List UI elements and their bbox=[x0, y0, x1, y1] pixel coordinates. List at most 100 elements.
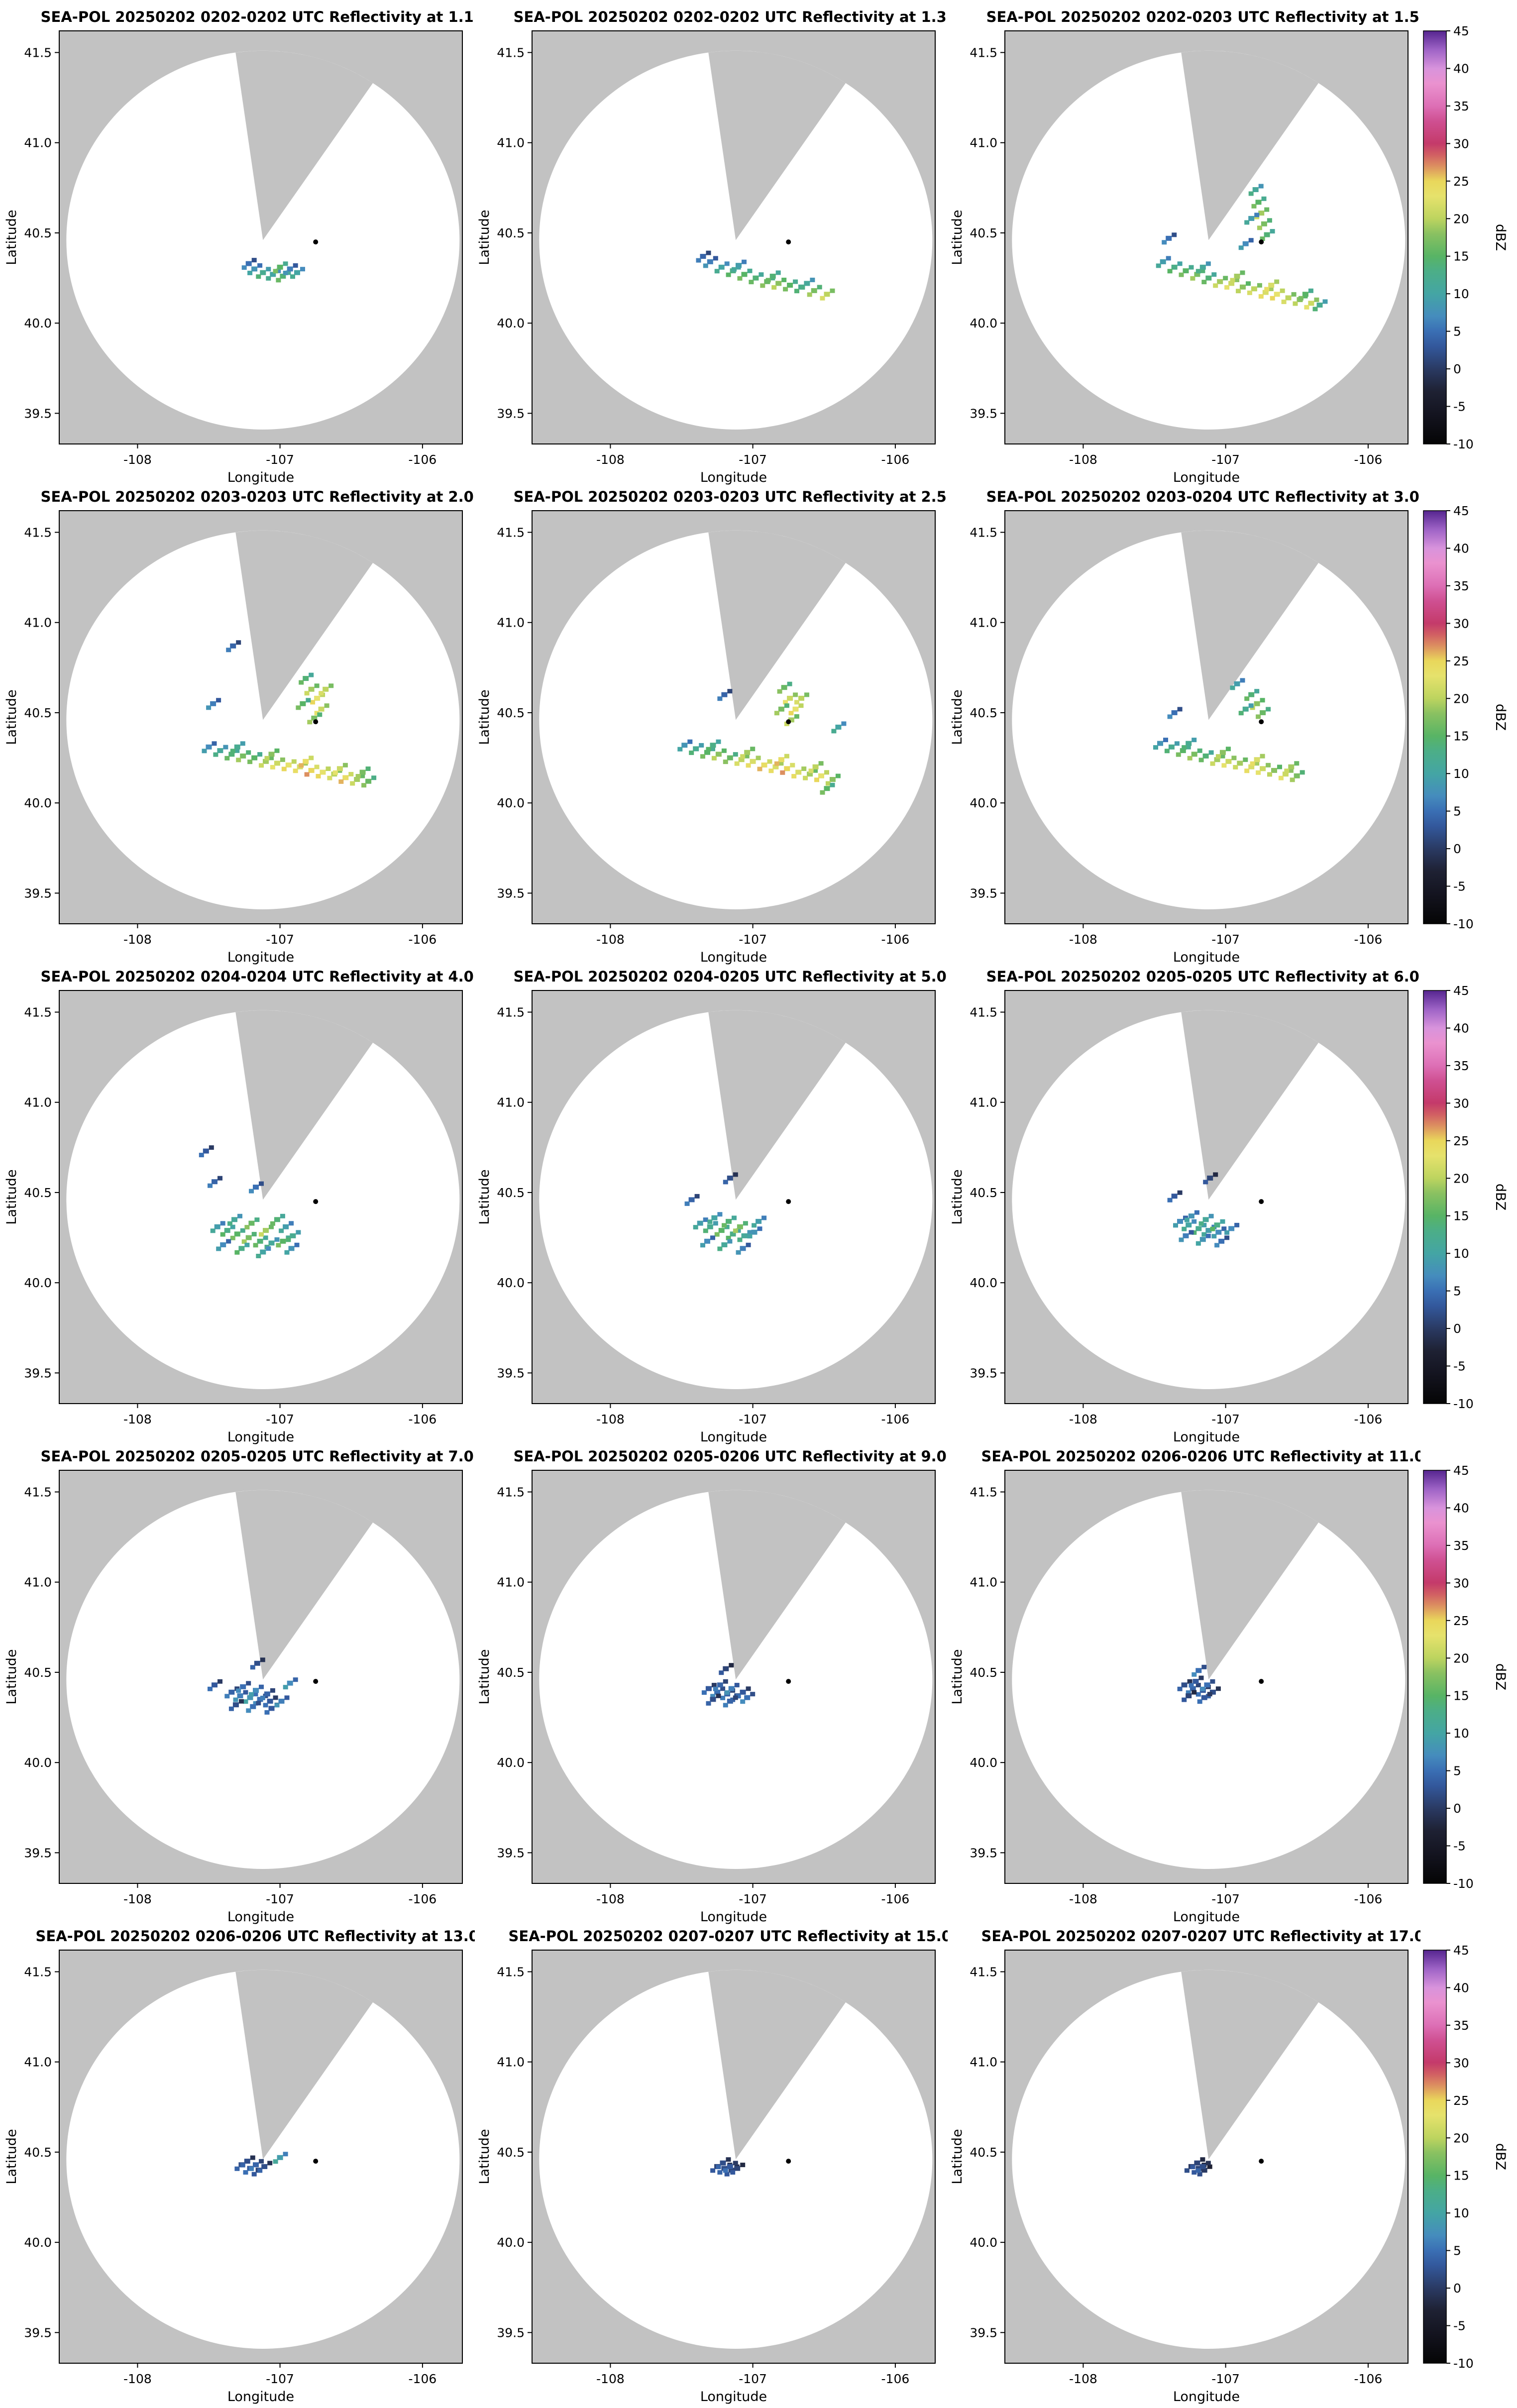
x-axis-label: Longitude bbox=[1173, 1429, 1240, 1444]
y-tick-label: 41.5 bbox=[497, 526, 525, 540]
y-tick-label: 41.0 bbox=[970, 136, 997, 150]
y-axis-label: Latitude bbox=[4, 2129, 19, 2184]
y-tick-label: 40.5 bbox=[24, 2145, 52, 2160]
y-tick-label: 41.0 bbox=[24, 1095, 52, 1110]
x-tick-label: -106 bbox=[881, 1892, 910, 1906]
colorbar-tick-label: -10 bbox=[1453, 1397, 1474, 1411]
y-tick-label: 39.5 bbox=[497, 2325, 525, 2340]
plot-frame bbox=[532, 1950, 936, 2364]
colorbar-tick-label: 0 bbox=[1453, 1321, 1461, 1336]
colorbar-tick-label: -10 bbox=[1453, 1876, 1474, 1891]
y-tick-label: 41.0 bbox=[24, 2055, 52, 2070]
x-tick-label: -106 bbox=[409, 1412, 437, 1426]
echo-layer bbox=[684, 1172, 767, 1255]
echo-layer bbox=[1156, 184, 1328, 312]
site-marker bbox=[1259, 1199, 1264, 1204]
echo-layer bbox=[710, 2157, 746, 2177]
plot-frame bbox=[532, 990, 936, 1404]
panel-row: -108 -107 -106 39.5 40.0 40.5 41.0 41.5 SEA-POL … bbox=[2, 7, 1517, 485]
y-tick-label: 39.5 bbox=[970, 2325, 997, 2340]
radar-panel: -108 -107 -106 39.5 40.0 40.5 41.0 41.5 SEA-POL … bbox=[950, 1928, 1420, 2404]
y-tick-label: 40.5 bbox=[497, 1186, 525, 1200]
plot-frame bbox=[532, 30, 936, 444]
site-marker bbox=[1259, 2159, 1264, 2164]
colorbar-gradient bbox=[1423, 990, 1447, 1404]
y-tick-label: 40.0 bbox=[24, 316, 52, 330]
echo-layer bbox=[677, 681, 847, 795]
radar-panel: -108 -107 -106 39.5 40.0 40.5 41.0 41.5 SEA-POL … bbox=[4, 8, 475, 485]
plot-frame bbox=[59, 510, 463, 924]
x-tick-label: -107 bbox=[739, 932, 767, 947]
colorbar-tick-label: 0 bbox=[1453, 362, 1461, 376]
echo-layer bbox=[1153, 678, 1305, 782]
plot-frame bbox=[59, 1470, 463, 1884]
site-marker bbox=[1259, 719, 1264, 725]
colorbar: -10 -5 0 5 10 15 20 25 30 35 40 45 dBZ bbox=[1423, 24, 1508, 451]
blocked-sector-wedge bbox=[708, 530, 846, 720]
colorbar-tick-label: -10 bbox=[1453, 917, 1474, 931]
plot-frame bbox=[1004, 510, 1409, 924]
blocked-sector-wedge bbox=[1181, 530, 1319, 720]
colorbar-gradient bbox=[1423, 30, 1447, 444]
x-tick-label: -108 bbox=[123, 1892, 152, 1906]
colorbar-gradient bbox=[1423, 510, 1447, 924]
y-tick-label: 41.0 bbox=[970, 616, 997, 630]
x-tick-label: -106 bbox=[409, 2372, 437, 2386]
y-tick-label: 41.0 bbox=[497, 1575, 525, 1590]
radar-panel: -108 -107 -106 39.5 40.0 40.5 41.0 41.5 SEA-POL … bbox=[4, 488, 475, 965]
colorbar-tick-label: 5 bbox=[1453, 2244, 1461, 2258]
x-tick-label: -106 bbox=[1354, 452, 1383, 467]
y-tick-label: 41.5 bbox=[24, 1005, 52, 1020]
colorbar: -10 -5 0 5 10 15 20 25 30 35 40 45 dBZ bbox=[1423, 984, 1508, 1411]
x-tick-label: -106 bbox=[1354, 932, 1383, 947]
y-tick-label: 40.5 bbox=[970, 1665, 997, 1680]
y-tick-label: 41.0 bbox=[24, 616, 52, 630]
y-tick-label: 40.5 bbox=[24, 226, 52, 240]
site-marker bbox=[313, 719, 319, 725]
site-marker bbox=[786, 239, 791, 245]
x-axis-label: Longitude bbox=[1173, 950, 1240, 965]
blocked-sector-wedge bbox=[235, 1010, 373, 1200]
y-tick-label: 40.0 bbox=[497, 1755, 525, 1770]
colorbar-label: dBZ bbox=[1493, 2143, 1508, 2170]
x-tick-label: -106 bbox=[409, 452, 437, 467]
colorbar-tick-label: -10 bbox=[1453, 437, 1474, 451]
radar-panel: -108 -107 -106 39.5 40.0 40.5 41.0 41.5 SEA-POL … bbox=[950, 1448, 1420, 1924]
y-tick-label: 40.5 bbox=[497, 706, 525, 720]
y-tick-label: 41.0 bbox=[970, 2055, 997, 2070]
y-axis-label: Latitude bbox=[4, 1649, 19, 1704]
y-tick-label: 39.5 bbox=[497, 406, 525, 421]
x-tick-label: -107 bbox=[266, 1892, 294, 1906]
blocked-sector-wedge bbox=[1181, 1490, 1319, 1680]
x-tick-label: -107 bbox=[1211, 2372, 1240, 2386]
colorbar-tick-label: 30 bbox=[1453, 1576, 1469, 1590]
colorbar-tick-label: 30 bbox=[1453, 616, 1469, 631]
plot-frame bbox=[1004, 1470, 1409, 1884]
colorbar-tick-label: 10 bbox=[1453, 1246, 1469, 1261]
x-tick-label: -106 bbox=[881, 2372, 910, 2386]
x-axis-label: Longitude bbox=[227, 1909, 294, 1924]
radar-panel: -108 -107 -106 39.5 40.0 40.5 41.0 41.5 SEA-POL … bbox=[4, 1448, 475, 1924]
x-tick-label: -107 bbox=[1211, 1412, 1240, 1426]
x-tick-label: -106 bbox=[881, 1412, 910, 1426]
x-axis-label: Longitude bbox=[700, 470, 767, 485]
radar-coverage-circle bbox=[539, 50, 933, 430]
site-marker bbox=[313, 1679, 319, 1684]
plot-frame bbox=[59, 1950, 463, 2364]
panel-row: -108 -107 -106 39.5 40.0 40.5 41.0 41.5 SEA-POL … bbox=[2, 487, 1517, 965]
radar-panel: -108 -107 -106 39.5 40.0 40.5 41.0 41.5 SEA-POL … bbox=[477, 1928, 948, 2404]
colorbar-tick-label: 10 bbox=[1453, 766, 1469, 781]
colorbar-tick-label: 25 bbox=[1453, 654, 1469, 668]
panel-title: SEA-POL 20250202 0204-0205 UTC Reflectiv… bbox=[514, 968, 948, 985]
y-tick-label: 39.5 bbox=[970, 886, 997, 900]
echo-layer bbox=[1167, 1172, 1240, 1248]
colorbar-tick-label: 5 bbox=[1453, 325, 1461, 339]
panel-title: SEA-POL 20250202 0206-0206 UTC Reflectiv… bbox=[981, 1448, 1420, 1465]
colorbar: -10 -5 0 5 10 15 20 25 30 35 40 45 dBZ bbox=[1423, 1463, 1508, 1891]
x-axis-label: Longitude bbox=[700, 1909, 767, 1924]
colorbar-tick-label: 35 bbox=[1453, 1538, 1469, 1553]
y-axis-label: Latitude bbox=[950, 2129, 965, 2184]
colorbar-tick-label: -5 bbox=[1453, 1359, 1466, 1374]
site-marker bbox=[786, 1679, 791, 1684]
x-axis-label: Longitude bbox=[1173, 1909, 1240, 1924]
